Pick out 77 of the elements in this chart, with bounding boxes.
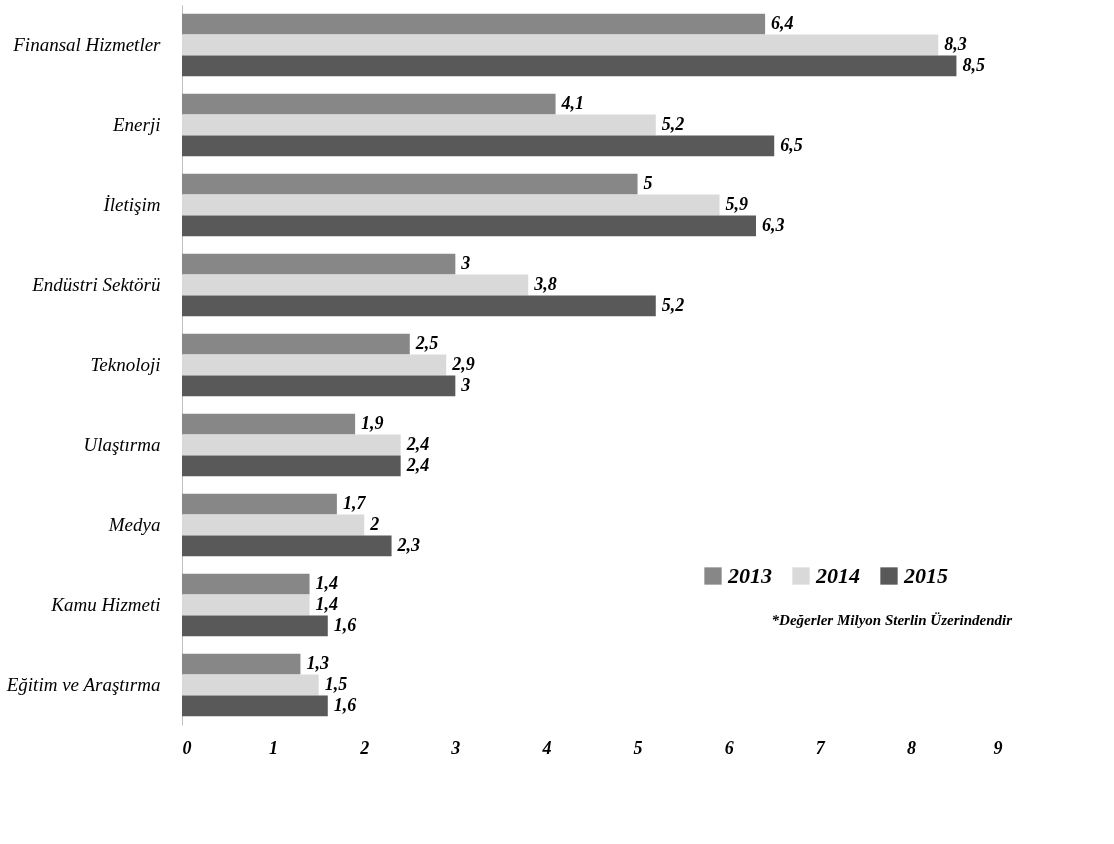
data-label: 5 — [643, 173, 653, 194]
bar — [182, 695, 328, 717]
data-label: 8,3 — [944, 34, 967, 54]
legend-label: 2015 — [903, 563, 948, 588]
x-tick-label: 7 — [815, 737, 826, 758]
data-label: 1,9 — [361, 413, 384, 434]
data-label: 1,4 — [315, 573, 339, 594]
data-label: 1,6 — [333, 694, 357, 715]
y-tick-label: Eğitim ve Araştırma — [5, 674, 161, 695]
x-tick-label: 8 — [906, 737, 916, 758]
legend-label: 2013 — [727, 563, 772, 588]
bar — [182, 375, 456, 397]
data-label: 6,5 — [780, 134, 803, 155]
y-tick-label: Ulaştırma — [83, 434, 161, 455]
x-tick-label: 5 — [633, 737, 643, 758]
bar — [182, 535, 392, 557]
x-tick-label: 0 — [182, 737, 192, 758]
bar — [182, 333, 410, 355]
data-label: 1,7 — [342, 493, 367, 514]
data-label: 4,1 — [560, 93, 585, 114]
data-label: 2 — [369, 514, 380, 534]
bar — [182, 34, 939, 56]
bar — [182, 274, 529, 296]
bar — [182, 615, 328, 637]
bar — [182, 295, 656, 317]
bar — [182, 253, 456, 275]
y-tick-label: Teknoloji — [90, 354, 161, 375]
y-tick-label: Endüstri Sektörü — [31, 274, 161, 295]
data-label: 6,4 — [771, 13, 794, 34]
bar — [182, 493, 337, 515]
y-tick-label: İletişim — [102, 194, 161, 215]
x-tick-label: 1 — [269, 737, 279, 758]
bar — [182, 455, 401, 477]
data-label: 5,9 — [725, 194, 749, 214]
y-tick-label: Medya — [107, 514, 161, 535]
data-label: 3 — [460, 253, 471, 274]
data-label: 2,3 — [396, 534, 421, 555]
bar — [182, 594, 310, 616]
bar — [182, 573, 310, 595]
x-tick-label: 4 — [541, 737, 552, 758]
bar — [182, 434, 401, 456]
data-label: 3 — [460, 374, 471, 395]
bar — [182, 93, 556, 115]
data-label: 1,4 — [315, 594, 339, 614]
data-label: 6,3 — [762, 214, 785, 235]
data-label: 1,5 — [324, 674, 348, 694]
y-tick-label: Enerji — [112, 114, 161, 135]
x-tick-label: 6 — [724, 737, 734, 758]
bar — [182, 173, 638, 195]
data-label: 5,2 — [661, 294, 685, 315]
data-label: 3,8 — [533, 274, 557, 294]
data-label: 1,6 — [333, 614, 357, 635]
data-label: 2,4 — [405, 454, 430, 475]
y-tick-label: Finansal Hizmetler — [12, 34, 162, 55]
bar — [182, 674, 319, 696]
legend-label: 2014 — [815, 563, 860, 588]
data-label: 8,5 — [962, 54, 985, 75]
bar — [182, 653, 301, 675]
bar — [182, 413, 356, 435]
bar — [182, 55, 957, 77]
data-label: 2,5 — [414, 333, 439, 354]
data-label: 1,3 — [306, 653, 329, 674]
bar — [182, 114, 656, 136]
data-label: 2,9 — [451, 354, 475, 374]
bar — [182, 194, 720, 216]
x-tick-label: 9 — [993, 737, 1003, 758]
annotation: *Değerler Milyon Sterlin Üzerindendir — [771, 612, 1013, 628]
bar — [182, 514, 365, 536]
bar — [182, 354, 447, 376]
data-label: 5,2 — [661, 114, 685, 134]
bar — [182, 135, 775, 157]
bar — [182, 215, 756, 237]
bar — [182, 13, 766, 35]
x-tick-label: 3 — [450, 737, 461, 758]
y-tick-label: Kamu Hizmeti — [50, 594, 161, 615]
data-label: 2,4 — [405, 434, 430, 454]
x-tick-label: 2 — [359, 737, 370, 758]
